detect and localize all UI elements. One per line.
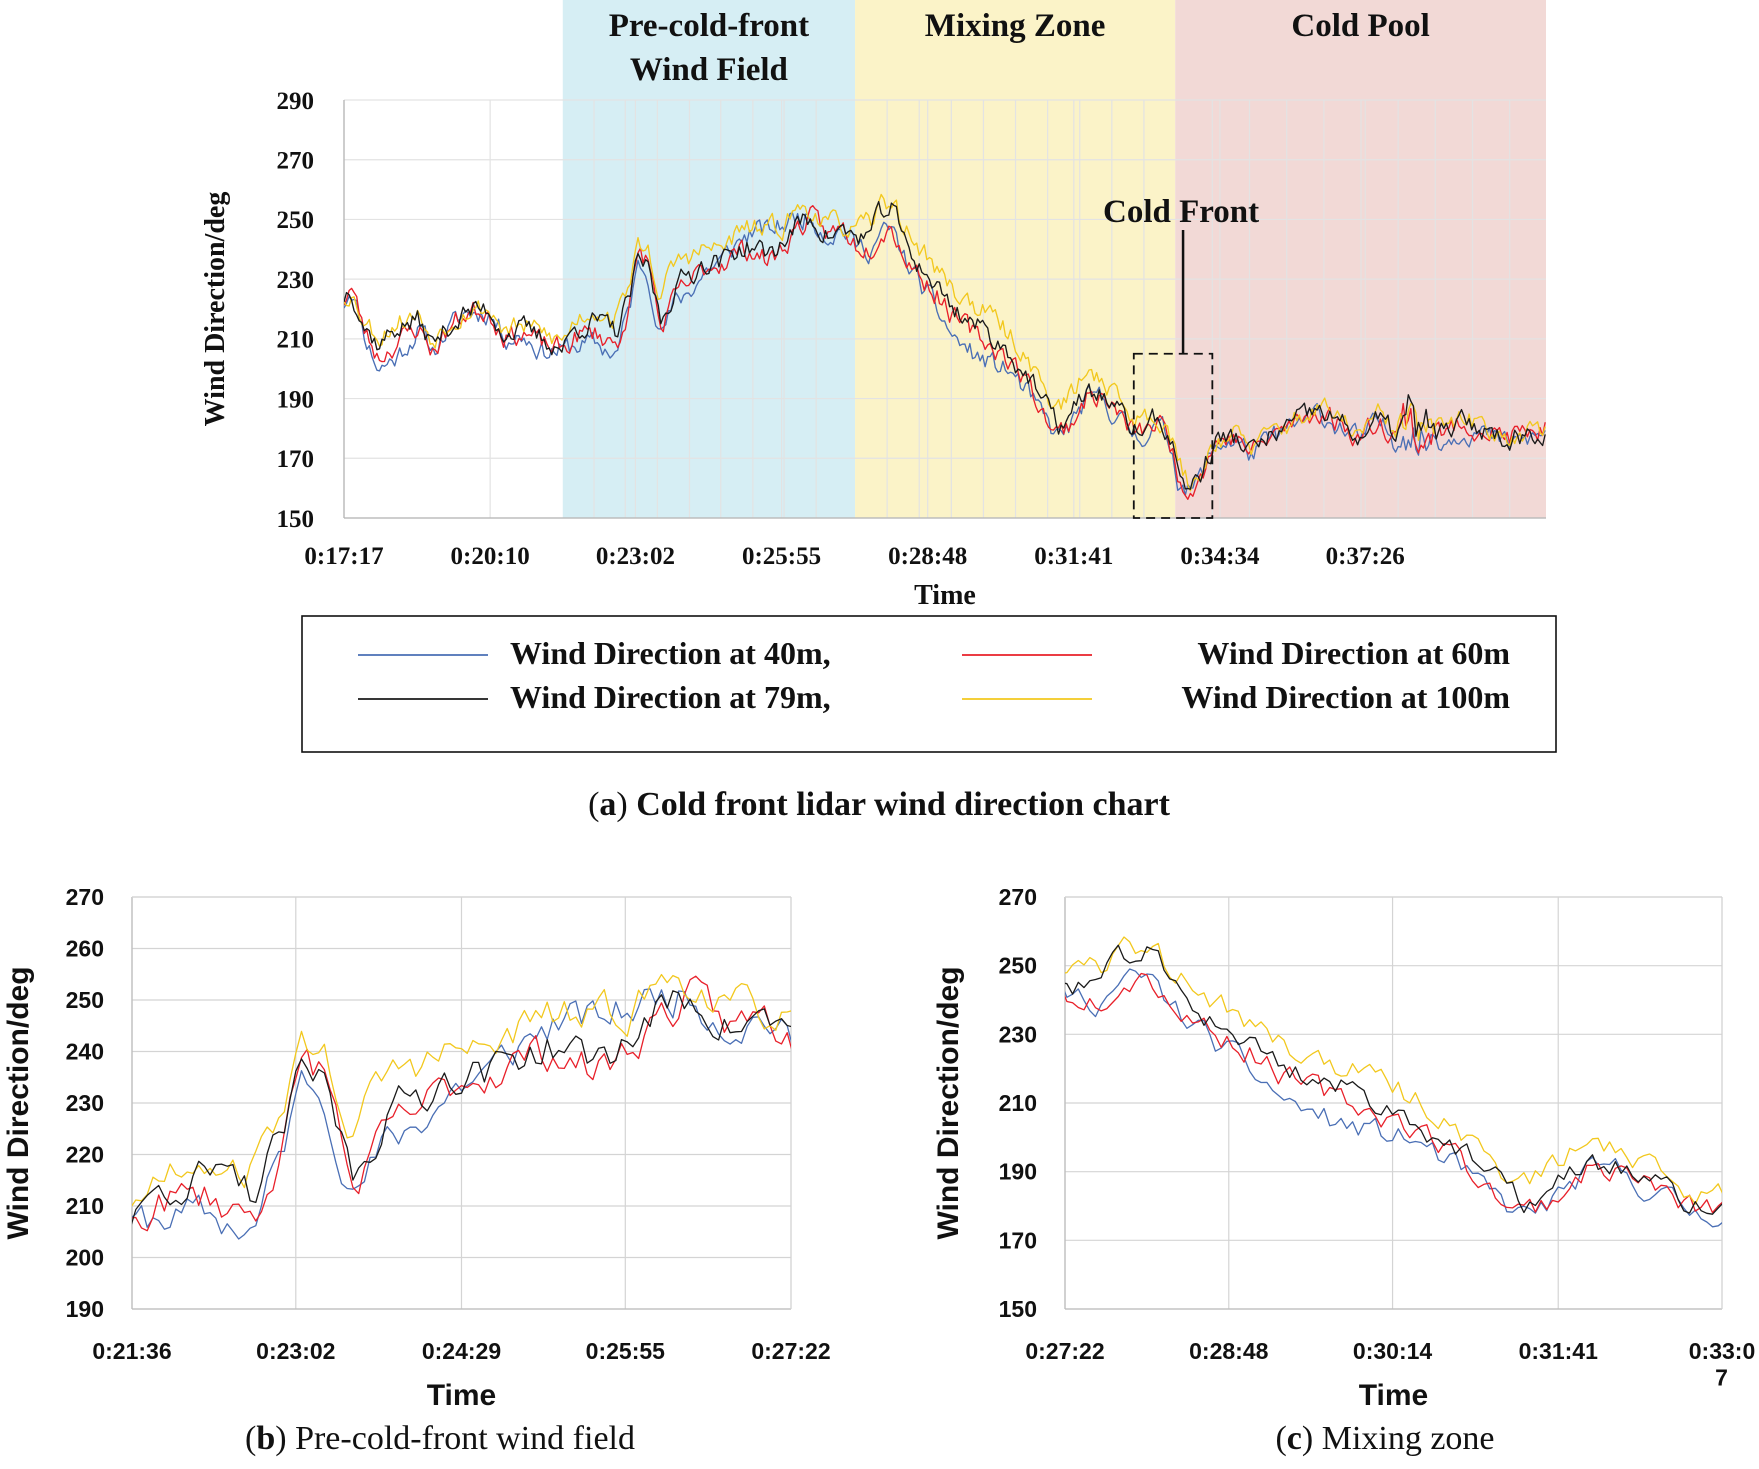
x-tick-label: 0:37:26 (1326, 543, 1405, 570)
y-tick-label: 200 (66, 1245, 104, 1271)
y-tick-label: 290 (277, 88, 315, 115)
y-tick-label: 170 (999, 1227, 1037, 1253)
x-tick-label: 0:23:02 (596, 543, 675, 570)
x-tick-label: 0:23:02 (256, 1338, 335, 1364)
x-tick-label: 0:34:34 (1180, 543, 1260, 570)
y-tick-label: 210 (999, 1090, 1037, 1116)
x-tick-label: 0:30:14 (1353, 1338, 1432, 1364)
series-line-60m (1065, 972, 1722, 1214)
x-tick-label: 0:17:17 (304, 543, 383, 570)
y-tick-label: 220 (66, 1142, 104, 1168)
zone-label: Cold Pool (1291, 8, 1429, 44)
zone-label: Wind Field (630, 52, 788, 88)
y-tick-label: 230 (66, 1090, 104, 1116)
series-line-40m (1065, 968, 1722, 1228)
panel-a-chart: 150 170 190 210 230 250 270 290 0:17:17 0:20:10 0:… (200, 0, 1546, 611)
series-line-100m (132, 973, 791, 1207)
y-axis-title: Wind Direction/deg (200, 192, 231, 427)
x-tick-label: 0:31:41 (1519, 1338, 1598, 1364)
y-tick-label: 270 (999, 884, 1037, 910)
series-line-40m (132, 988, 791, 1240)
y-tick-label: 190 (999, 1159, 1037, 1185)
series-line-79m (1065, 944, 1722, 1215)
caption-text: Mixing zone (1313, 1420, 1494, 1457)
y-tick-label: 150 (277, 506, 315, 533)
y-tick-label: 270 (277, 147, 315, 174)
y-tick-label: 240 (66, 1039, 104, 1065)
series-line-60m (344, 205, 1546, 500)
panel-c-chart: 150 170 190 210 230 250 270 0:27:22 0:28:48 0:30:… (932, 884, 1755, 1457)
caption-a: (a) Cold front lidar wind direction char… (588, 786, 1170, 823)
x-tick-label: 0:24:29 (422, 1338, 501, 1364)
x-tick-label: 7 (1715, 1364, 1728, 1390)
series-line-79m (344, 200, 1546, 490)
legend-label: Wind Direction at 79m, (510, 679, 831, 715)
x-tick-label: 0:20:10 (451, 543, 530, 570)
y-tick-label: 170 (277, 446, 315, 473)
y-tick-label: 210 (277, 327, 315, 354)
x-tick-label: 0:25:55 (742, 543, 821, 570)
x-tick-label: 0:28:48 (888, 543, 967, 570)
legend-label: Wind Direction at 100m (1181, 679, 1510, 715)
series-group (132, 973, 791, 1240)
caption-text: Pre-cold-front wind field (287, 1420, 635, 1457)
series-line-100m (344, 193, 1546, 492)
legend-label: Wind Direction at 40m, (510, 635, 831, 671)
x-tick-label: 0:28:48 (1189, 1338, 1268, 1364)
y-tick-label: 270 (66, 884, 104, 910)
x-tick-label: 0:21:36 (92, 1338, 171, 1364)
legend-label: Wind Direction at 60m (1197, 635, 1510, 671)
series-line-40m (344, 212, 1546, 496)
zone-label: Pre-cold-front (609, 8, 809, 44)
y-tick-label: 260 (66, 936, 104, 962)
cold-front-label: Cold Front (1103, 194, 1259, 230)
series-group (344, 193, 1546, 500)
y-tick-label: 230 (999, 1021, 1037, 1047)
x-axis-title: Time (427, 1379, 496, 1412)
zone-label: Mixing Zone (925, 8, 1106, 44)
y-axis-title: Wind Direction/deg (932, 966, 965, 1239)
caption-b: (b) Pre-cold-front wind field (245, 1420, 635, 1457)
x-tick-label: 0:27:22 (751, 1338, 830, 1364)
caption-letter: a (599, 786, 616, 823)
caption-c: (c) Mixing zone (1275, 1420, 1494, 1457)
y-tick-label: 190 (66, 1296, 104, 1322)
x-tick-label: 0:25:55 (586, 1338, 665, 1364)
y-tick-label: 230 (277, 267, 315, 294)
y-tick-label: 190 (277, 386, 315, 413)
caption-text: Cold front lidar wind direction chart (628, 786, 1171, 823)
x-tick-label: 0:31:41 (1034, 543, 1113, 570)
series-line-79m (132, 990, 791, 1225)
series-group (1065, 936, 1722, 1228)
caption-letter: c (1287, 1420, 1302, 1457)
x-tick-label: 0:33:0 (1689, 1338, 1755, 1364)
panel-a-legend: Wind Direction at 40m, Wind Direction at … (301, 615, 1557, 823)
x-axis-title: Time (1359, 1379, 1428, 1412)
y-tick-label: 250 (277, 207, 315, 234)
zone-band-0 (562, 0, 856, 518)
y-tick-label: 250 (66, 987, 104, 1013)
x-axis-title: Time (914, 580, 976, 611)
y-axis-title: Wind Direction/deg (2, 966, 35, 1239)
y-tick-label: 250 (999, 953, 1037, 979)
caption-letter: b (256, 1420, 275, 1457)
y-tick-label: 150 (999, 1296, 1037, 1322)
panel-b-chart: 190 200 210 220 230 240 250 260 270 0:21:36 0:23:0… (2, 884, 831, 1457)
x-tick-label: 0:27:22 (1025, 1338, 1104, 1364)
y-tick-label: 210 (66, 1193, 104, 1219)
legend-box (301, 615, 1557, 753)
